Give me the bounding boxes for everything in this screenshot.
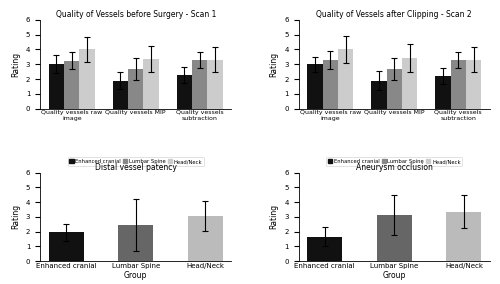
Bar	[208, 60, 223, 109]
Bar	[386, 69, 402, 109]
Title: Quality of Vessels after Clipping - Scan 2: Quality of Vessels after Clipping - Scan…	[316, 10, 472, 19]
Bar	[128, 69, 144, 109]
Bar	[377, 216, 412, 261]
Title: Distal vessel patency: Distal vessel patency	[95, 163, 176, 172]
Bar	[176, 75, 192, 109]
Bar	[48, 232, 84, 261]
Y-axis label: Rating: Rating	[11, 52, 20, 77]
Bar	[307, 64, 322, 109]
Bar	[322, 60, 338, 109]
Bar	[144, 59, 159, 109]
Bar	[112, 81, 128, 109]
Bar	[446, 212, 482, 261]
Bar	[402, 58, 417, 109]
Bar	[466, 60, 481, 109]
Y-axis label: Rating: Rating	[270, 52, 278, 77]
Bar	[48, 64, 64, 109]
Bar	[192, 60, 208, 109]
Legend: Enhanced cranial, Lumbar Spine, Head/Neck: Enhanced cranial, Lumbar Spine, Head/Nec…	[68, 157, 203, 166]
Bar	[338, 49, 353, 109]
Bar	[188, 216, 223, 261]
Bar	[435, 76, 450, 109]
Bar	[118, 225, 153, 261]
Bar	[80, 49, 95, 109]
Legend: Enhanced cranial, Lumbar Spine, Head/Neck: Enhanced cranial, Lumbar Spine, Head/Nec…	[326, 157, 462, 166]
Y-axis label: Rating: Rating	[270, 204, 278, 229]
X-axis label: Group: Group	[124, 272, 148, 280]
Bar	[450, 60, 466, 109]
Title: Quality of Vessels before Surgery - Scan 1: Quality of Vessels before Surgery - Scan…	[56, 10, 216, 19]
X-axis label: Group: Group	[382, 272, 406, 280]
Bar	[307, 237, 342, 261]
Bar	[371, 81, 386, 109]
Y-axis label: Rating: Rating	[11, 204, 20, 229]
Title: Aneurysm occlusion: Aneurysm occlusion	[356, 163, 432, 172]
Bar	[64, 60, 80, 109]
